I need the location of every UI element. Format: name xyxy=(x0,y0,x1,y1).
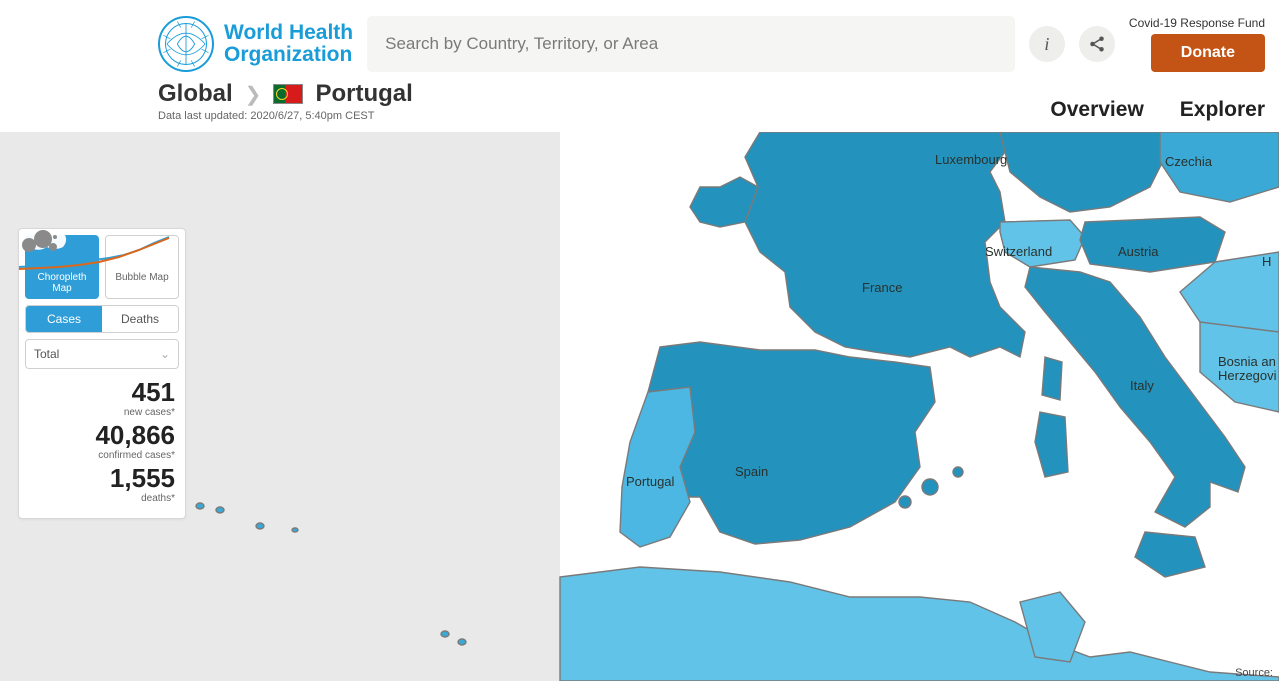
who-logo[interactable]: World Health Organization xyxy=(158,16,353,72)
map-area[interactable]: LuxembourgCzechiaSwitzerlandAustriaHFran… xyxy=(0,132,1279,681)
fund-link[interactable]: Covid-19 Response Fund xyxy=(1129,16,1265,30)
view-tabs: Overview Explorer xyxy=(1050,98,1265,122)
crumb-country: Portugal xyxy=(315,80,412,108)
map-source: Source: xyxy=(1235,667,1273,679)
map-svg xyxy=(0,132,1279,681)
sparkline-confirmed xyxy=(19,235,175,277)
breadcrumb: Global ❯ Portugal xyxy=(158,80,413,108)
who-emblem-icon xyxy=(158,16,214,72)
header: World Health Organization Search by Coun… xyxy=(0,0,1279,74)
tab-explorer[interactable]: Explorer xyxy=(1180,98,1265,122)
tab-overview[interactable]: Overview xyxy=(1050,98,1143,122)
last-updated: Data last updated: 2020/6/27, 5:40pm CES… xyxy=(158,110,413,122)
aggregation-value: Total xyxy=(34,347,59,361)
breadcrumb-bar: Global ❯ Portugal Data last updated: 202… xyxy=(0,74,1279,132)
metric-cases[interactable]: Cases xyxy=(26,306,102,332)
search-input[interactable]: Search by Country, Territory, or Area xyxy=(367,16,1015,72)
deaths-label: deaths* xyxy=(29,493,175,504)
deaths-value: 1,555 xyxy=(29,465,175,491)
info-icon[interactable]: i xyxy=(1029,26,1065,62)
new-cases-value: 451 xyxy=(29,379,175,405)
donate-button[interactable]: Donate xyxy=(1151,34,1265,72)
confirmed-value: 40,866 xyxy=(29,422,175,448)
donate-stack: Covid-19 Response Fund Donate xyxy=(1129,16,1265,72)
stats-panel: Choropleth Map Bubble Map Cases Deaths T… xyxy=(18,228,186,519)
org-line1: World Health xyxy=(224,22,353,44)
confirmed-label: confirmed cases* xyxy=(29,450,175,461)
metric-deaths[interactable]: Deaths xyxy=(102,306,178,332)
search-placeholder: Search by Country, Territory, or Area xyxy=(385,34,658,54)
chevron-down-icon: ⌄ xyxy=(160,347,170,361)
crumb-global[interactable]: Global xyxy=(158,80,233,108)
chevron-right-icon: ❯ xyxy=(245,82,262,107)
new-cases-label: new cases* xyxy=(29,407,175,418)
flag-icon xyxy=(273,84,303,104)
org-line2: Organization xyxy=(224,44,353,66)
who-text: World Health Organization xyxy=(224,22,353,66)
share-icon[interactable] xyxy=(1079,26,1115,62)
aggregation-select[interactable]: Total ⌄ xyxy=(25,339,179,369)
